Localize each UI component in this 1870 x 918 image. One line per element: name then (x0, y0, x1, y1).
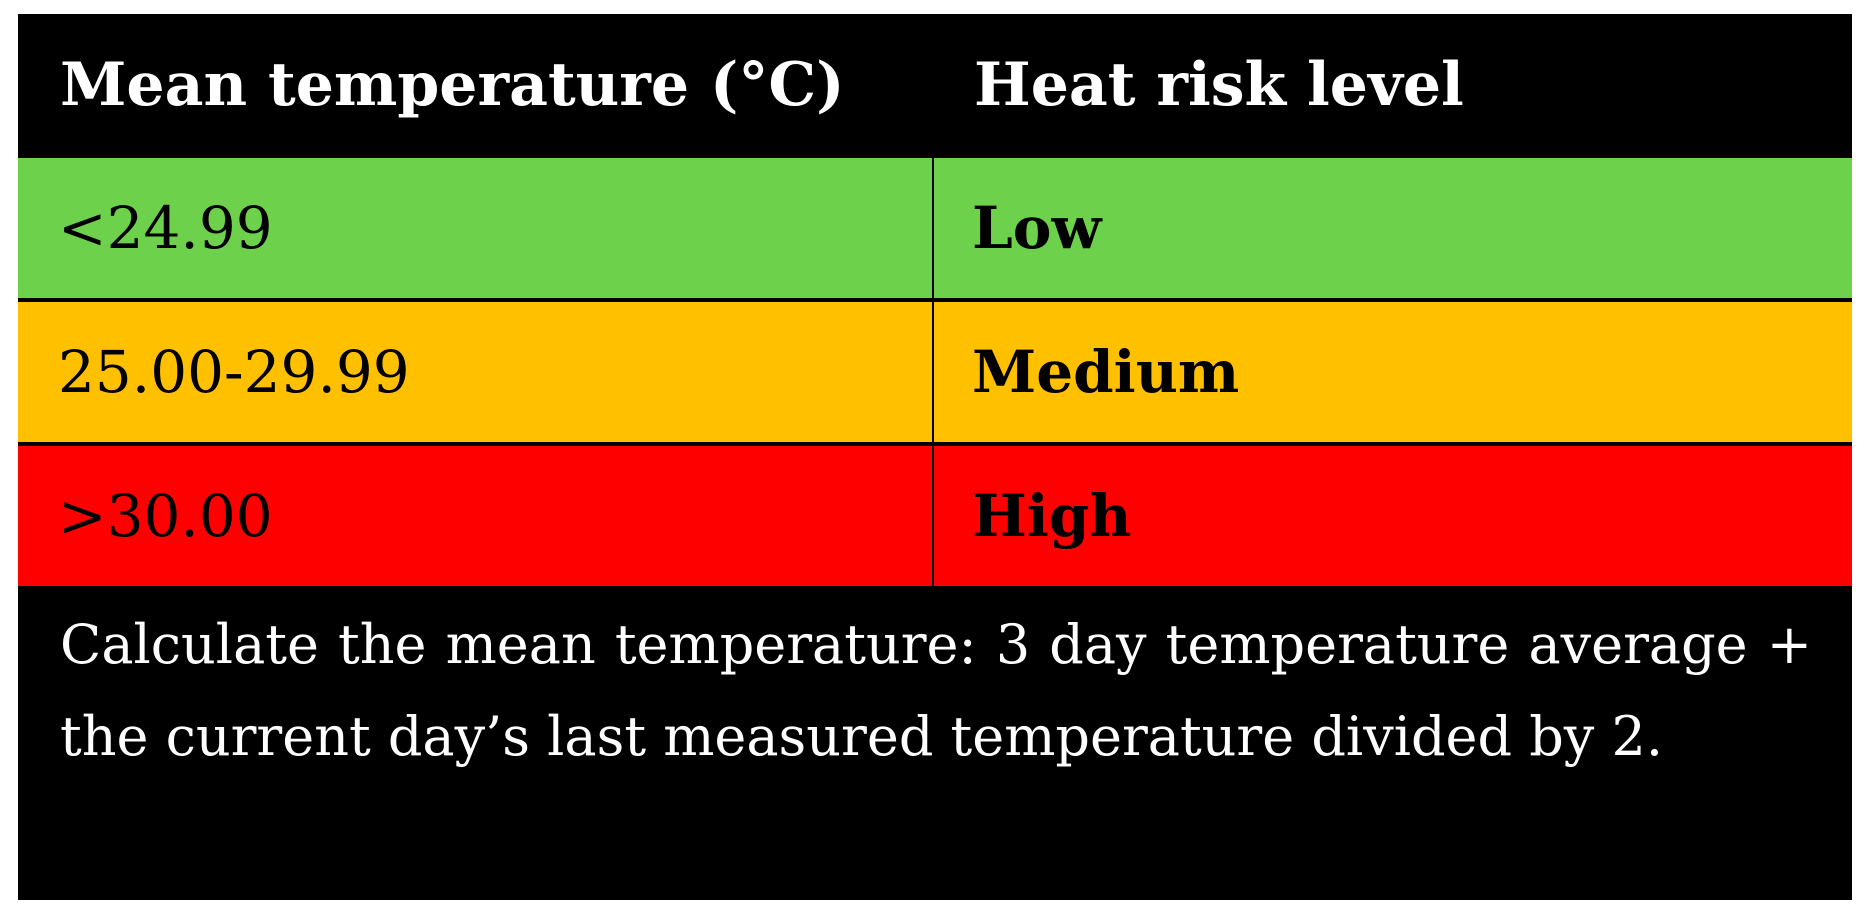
heat-risk-table: Mean temperature (°C) Heat risk level <2… (18, 14, 1852, 900)
temperature-range-text: >30.00 (58, 482, 273, 550)
column-divider (932, 158, 934, 298)
header-heat-risk-level: Heat risk level (974, 50, 1464, 120)
table-row-low: <24.99 Low (18, 158, 1852, 298)
risk-level-cell: Medium (934, 302, 1852, 442)
temperature-range-text: <24.99 (58, 194, 273, 262)
temperature-range-cell: <24.99 (18, 158, 932, 298)
calculation-note: Calculate the mean temperature: 3 day te… (60, 613, 1812, 768)
temperature-range-text: 25.00-29.99 (58, 338, 410, 406)
table-row-high: >30.00 High (18, 446, 1852, 586)
column-divider (932, 446, 934, 586)
risk-level-text: High (972, 482, 1132, 550)
temperature-range-cell: >30.00 (18, 446, 932, 586)
temperature-range-cell: 25.00-29.99 (18, 302, 932, 442)
table-header-row: Mean temperature (°C) Heat risk level (18, 14, 1852, 156)
table-row-medium: 25.00-29.99 Medium (18, 302, 1852, 442)
risk-level-text: Medium (972, 338, 1240, 406)
column-divider (932, 302, 934, 442)
risk-level-cell: High (934, 446, 1852, 586)
header-mean-temperature: Mean temperature (°C) (60, 50, 845, 120)
risk-level-text: Low (972, 194, 1102, 262)
risk-level-cell: Low (934, 158, 1852, 298)
